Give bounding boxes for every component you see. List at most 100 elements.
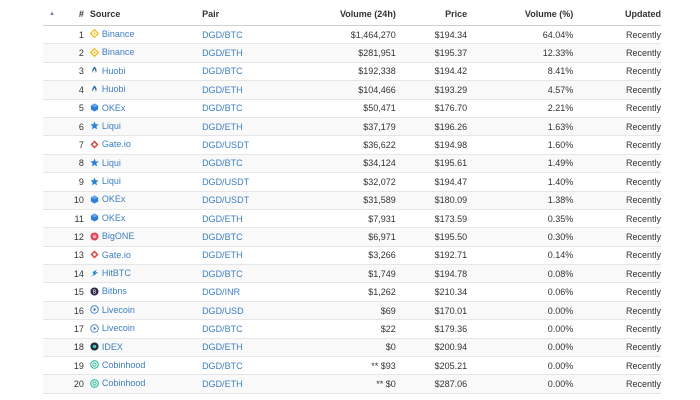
source-link[interactable]: Livecoin <box>101 304 135 315</box>
pair-link[interactable]: DGD/BTC <box>202 268 243 279</box>
pair-link[interactable]: DGD/INR <box>202 287 241 298</box>
source-link[interactable]: Binance <box>101 28 135 39</box>
pair-link[interactable]: DGD/BTC <box>202 29 243 40</box>
volume-cell: $6,971 <box>302 227 396 247</box>
source-link[interactable]: Gate.io <box>101 249 131 260</box>
source-link[interactable]: BigONE <box>101 231 135 242</box>
source-link[interactable]: Cobinhood <box>101 378 146 389</box>
source-link[interactable]: Huobi <box>101 84 126 95</box>
source-link[interactable]: Liqui <box>101 157 121 168</box>
updated-cell: Recently <box>573 374 661 394</box>
sort-cell <box>43 319 64 339</box>
pair-link[interactable]: DGD/ETH <box>202 48 243 59</box>
table-row[interactable]: 7 Gate.io DGD/USDT $36,622 $194.98 1.60% Recen… <box>43 135 661 155</box>
pair-cell: DGD/BTC <box>202 25 302 45</box>
pair-link[interactable]: DGD/BTC <box>202 231 243 242</box>
source-link[interactable]: Liqui <box>101 120 121 131</box>
source-link[interactable]: OKEx <box>101 102 126 113</box>
rank-cell: 3 <box>63 62 88 82</box>
volume-percent-cell: 2.21% <box>467 99 574 118</box>
volume-percent-cell: 0.00% <box>467 338 574 358</box>
updated-cell: Recently <box>573 264 661 284</box>
pair-cell: DGD/BTC <box>202 62 302 82</box>
pair-link[interactable]: DGD/ETH <box>202 379 243 390</box>
sort-cell <box>43 264 64 284</box>
pair-link[interactable]: DGD/BTC <box>202 158 243 169</box>
pair-link[interactable]: DGD/ETH <box>202 84 243 95</box>
volume-cell: $7,931 <box>302 209 396 229</box>
source-link[interactable]: HitBTC <box>101 268 131 279</box>
source-link[interactable]: Huobi <box>101 65 126 76</box>
table-row[interactable]: 15 B Bitbns DGD/INR $1,262 $210.34 0.06% Recent… <box>43 282 661 302</box>
volume-percent-cell: 1.49% <box>467 154 574 174</box>
table-row[interactable]: 10 OKEx DGD/USDT $31,589 $180.09 1.38% Recentl… <box>43 191 661 210</box>
price-cell: $173.59 <box>395 209 468 229</box>
sort-cell <box>43 80 64 100</box>
pair-link[interactable]: DGD/BTC <box>202 66 243 77</box>
source-link[interactable]: Bitbns <box>101 286 127 297</box>
table-row[interactable]: 6 Liqui DGD/ETH $37,179 $196.26 1.63% Recently <box>43 117 661 137</box>
volume-cell: $34,124 <box>302 154 396 174</box>
updated-cell: Recently <box>573 154 661 174</box>
pair-link[interactable]: DGD/BTC <box>202 360 243 371</box>
price-cell: $194.78 <box>395 264 468 284</box>
source-link[interactable]: Livecoin <box>101 323 135 334</box>
pair-link[interactable]: DGD/USDT <box>202 195 250 206</box>
pair-link[interactable]: DGD/ETH <box>202 121 243 132</box>
pair-cell: DGD/ETH <box>202 80 302 100</box>
volume-column-header[interactable]: Volume (24h) <box>302 3 396 26</box>
pair-link[interactable]: DGD/USD <box>202 305 244 316</box>
rank-column-header[interactable]: # <box>63 3 88 26</box>
table-row[interactable]: 8 Liqui DGD/BTC $34,124 $195.61 1.49% Recently <box>43 154 661 174</box>
source-cell: Liqui <box>87 172 203 192</box>
updated-cell: Recently <box>573 191 661 210</box>
table-row[interactable]: 2 Binance DGD/ETH $281,951 $195.37 12.33% Rece… <box>43 43 661 63</box>
pair-link[interactable]: DGD/ETH <box>202 342 243 353</box>
pair-link[interactable]: DGD/BTC <box>202 103 243 114</box>
rank-cell: 11 <box>63 209 88 229</box>
pair-link[interactable]: DGD/USDT <box>202 176 250 187</box>
source-link[interactable]: Binance <box>101 47 135 58</box>
sort-ascending-icon[interactable]: ▲ <box>49 11 55 17</box>
volume-cell: $192,338 <box>302 62 396 82</box>
pair-link[interactable]: DGD/ETH <box>202 250 243 261</box>
volume-percent-cell: 0.06% <box>467 282 574 302</box>
table-row[interactable]: 1 Binance DGD/BTC $1,464,270 $194.34 64.04% Re… <box>43 25 661 45</box>
table-row[interactable]: 20 Cobinhood DGD/ETH ** $0 $287.06 0.00% Recen… <box>43 374 661 394</box>
table-row[interactable]: 13 Gate.io DGD/ETH $3,266 $192.71 0.14% Recent… <box>43 246 661 266</box>
table-row[interactable]: 17 Livecoin DGD/BTC $22 $179.36 0.00% Recently <box>43 319 661 339</box>
source-link[interactable]: OKEx <box>101 194 126 205</box>
price-column-header[interactable]: Price <box>395 3 468 26</box>
table-row[interactable]: 14 HitBTC DGD/BTC $1,749 $194.78 0.08% Recentl… <box>43 264 661 284</box>
table-row[interactable]: 3 Huobi DGD/BTC $192,338 $194.42 8.41% Recentl… <box>43 62 661 82</box>
sort-column-header[interactable]: ▲ <box>43 3 64 26</box>
table-row[interactable]: 11 OKEx DGD/ETH $7,931 $173.59 0.35% Recently <box>43 209 661 229</box>
table-row[interactable]: 16 Livecoin DGD/USD $69 $170.01 0.00% Recently <box>43 301 661 321</box>
updated-cell: Recently <box>573 246 661 266</box>
volume-percent-column-header[interactable]: Volume (%) <box>467 3 574 26</box>
source-cell: BigONE <box>87 227 203 247</box>
source-cell: OKEx <box>87 99 203 118</box>
rank-cell: 20 <box>63 374 88 394</box>
table-row[interactable]: 18 IDEX DGD/ETH $0 $200.94 0.00% Recently <box>43 338 661 358</box>
pair-cell: DGD/ETH <box>202 246 302 266</box>
table-row[interactable]: 5 OKEx DGD/BTC $50,471 $176.70 2.21% Recently <box>43 99 661 118</box>
pair-link[interactable]: DGD/ETH <box>202 213 243 224</box>
table-row[interactable]: 4 Huobi DGD/ETH $104,466 $193.29 4.57% Recentl… <box>43 80 661 100</box>
volume-cell: $22 <box>302 319 396 339</box>
pair-link[interactable]: DGD/USDT <box>202 140 250 151</box>
table-row[interactable]: 9 Liqui DGD/USDT $32,072 $194.47 1.40% Recentl… <box>43 172 661 192</box>
table-row[interactable]: 12 BigONE DGD/BTC $6,971 $195.50 0.30% Recentl… <box>43 227 661 247</box>
source-link[interactable]: IDEX <box>101 341 123 352</box>
source-link[interactable]: OKEx <box>101 212 126 223</box>
source-link[interactable]: Gate.io <box>101 139 131 150</box>
source-link[interactable]: Cobinhood <box>101 359 146 370</box>
source-cell: Binance <box>87 25 203 45</box>
source-column-header[interactable]: Source <box>87 3 203 26</box>
updated-cell: Recently <box>573 209 661 229</box>
source-link[interactable]: Liqui <box>101 176 121 187</box>
table-row[interactable]: 19 Cobinhood DGD/BTC ** $93 $205.21 0.00% Rece… <box>43 356 661 376</box>
pair-link[interactable]: DGD/BTC <box>202 323 243 334</box>
updated-column-header[interactable]: Updated <box>573 3 661 26</box>
pair-column-header[interactable]: Pair <box>202 3 302 26</box>
